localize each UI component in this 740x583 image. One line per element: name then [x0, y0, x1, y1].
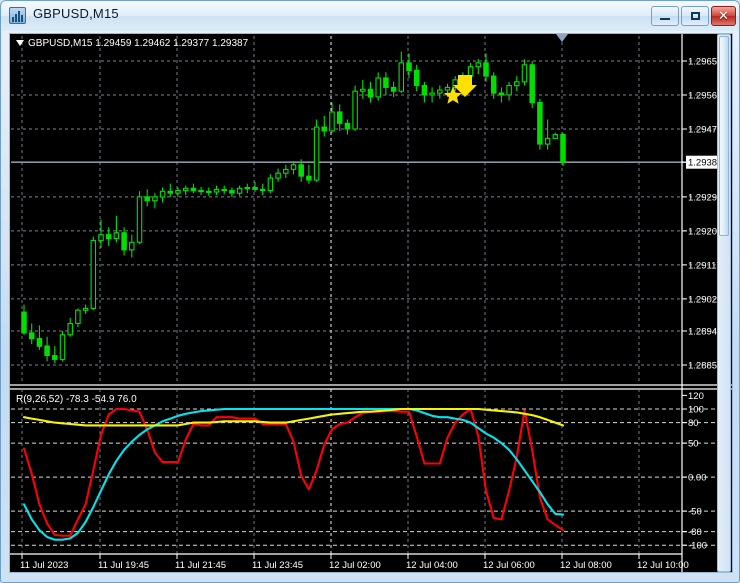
- price-axis-tick: 1.29295: [688, 192, 722, 203]
- time-axis-tick: 12 Jul 02:00: [329, 560, 381, 571]
- gray-triangle-marker: [556, 34, 568, 42]
- indicator-line-medium: [22, 407, 565, 541]
- price-axis-tick: 1.29205: [688, 226, 722, 237]
- maximize-button[interactable]: [681, 6, 709, 26]
- yellow-down-arrow: [453, 75, 477, 97]
- indicator-grid: [11, 389, 724, 556]
- indicator-axis-tick: 0.00: [688, 473, 707, 484]
- scrollbar-thumb[interactable]: [719, 36, 729, 236]
- indicator-line-fast: [22, 407, 565, 537]
- indicator-axis-labels: 120 100 80 50 0.00 -50 -80 -100: [682, 391, 707, 552]
- indicator-axis-tick: -100: [688, 541, 707, 552]
- indicator-axis-tick: 120: [688, 391, 704, 402]
- title-bar: GBPUSD,M15 ✕: [1, 1, 739, 31]
- chart-canvas[interactable]: 1.29655 1.29565 1.29475 1.29387 1.29295 1.292…: [9, 33, 733, 573]
- price-axis-tick: 1.29475: [688, 124, 722, 135]
- pane-headers: GBPUSD,M15 1.29459 1.29462 1.29377 1.293…: [16, 38, 249, 405]
- time-axis-tick: 12 Jul 06:00: [483, 560, 535, 571]
- minimize-button[interactable]: [651, 6, 679, 26]
- minimize-icon: [652, 7, 678, 25]
- chart-objects[interactable]: [444, 34, 568, 104]
- indicator-axis-tick: -50: [688, 507, 702, 518]
- price-axis-tick: 1.29115: [688, 260, 722, 271]
- chart-window-icon: [9, 7, 26, 24]
- time-axis-tick: 11 Jul 21:45: [175, 560, 226, 571]
- price-axis-tick: 1.29655: [688, 56, 722, 67]
- indicator-line-slow: [22, 407, 565, 427]
- chart-background: [10, 34, 732, 572]
- candlestick-series[interactable]: [21, 51, 566, 364]
- close-icon: ✕: [718, 8, 729, 23]
- restore-icon: [682, 7, 708, 25]
- close-button[interactable]: ✕: [711, 6, 736, 26]
- time-axis-labels: 11 Jul 2023 11 Jul 19:45 11 Jul 21:45 11 Ju…: [10, 553, 689, 571]
- ohlc-header-label: GBPUSD,M15 1.29459 1.29462 1.29377 1.293…: [28, 38, 249, 49]
- grid-lines: [11, 36, 724, 384]
- time-axis-tick: 12 Jul 10:00: [637, 560, 689, 571]
- vertical-scrollbar[interactable]: [717, 34, 731, 572]
- indicator-axis-tick: -80: [688, 527, 702, 538]
- pane-separator: [10, 384, 732, 390]
- price-axis-tick: 1.29025: [688, 294, 722, 305]
- time-axis-tick: 12 Jul 04:00: [406, 560, 458, 571]
- price-axis-labels: 1.29655 1.29565 1.29475 1.29387 1.29295 1.292…: [681, 34, 730, 572]
- indicator-header-label: R(9,26,52) -78.3 -54.9 76.0: [16, 394, 137, 405]
- time-axis-tick: 11 Jul 19:45: [98, 560, 149, 571]
- time-axis-tick: 11 Jul 2023: [20, 560, 68, 571]
- time-axis-tick: 12 Jul 08:00: [560, 560, 612, 571]
- indicator-axis-tick: 100: [688, 405, 704, 416]
- current-price-tag: 1.29387: [688, 158, 722, 169]
- price-axis-tick: 1.29565: [688, 90, 722, 101]
- price-axis-tick: 1.28850: [688, 361, 722, 372]
- indicator-axis-tick: 80: [688, 418, 699, 429]
- time-axis-tick: 11 Jul 23:45: [252, 560, 303, 571]
- indicator-axis-tick: 50: [688, 439, 699, 450]
- indicator-series: [22, 407, 565, 541]
- price-axis-tick: 1.28940: [688, 327, 722, 338]
- window-title: GBPUSD,M15: [33, 6, 119, 21]
- chart-plot[interactable]: 1.29655 1.29565 1.29475 1.29387 1.29295 1.292…: [10, 34, 732, 572]
- yellow-star: [444, 86, 462, 104]
- chart-menu-triangle-icon: [16, 40, 24, 46]
